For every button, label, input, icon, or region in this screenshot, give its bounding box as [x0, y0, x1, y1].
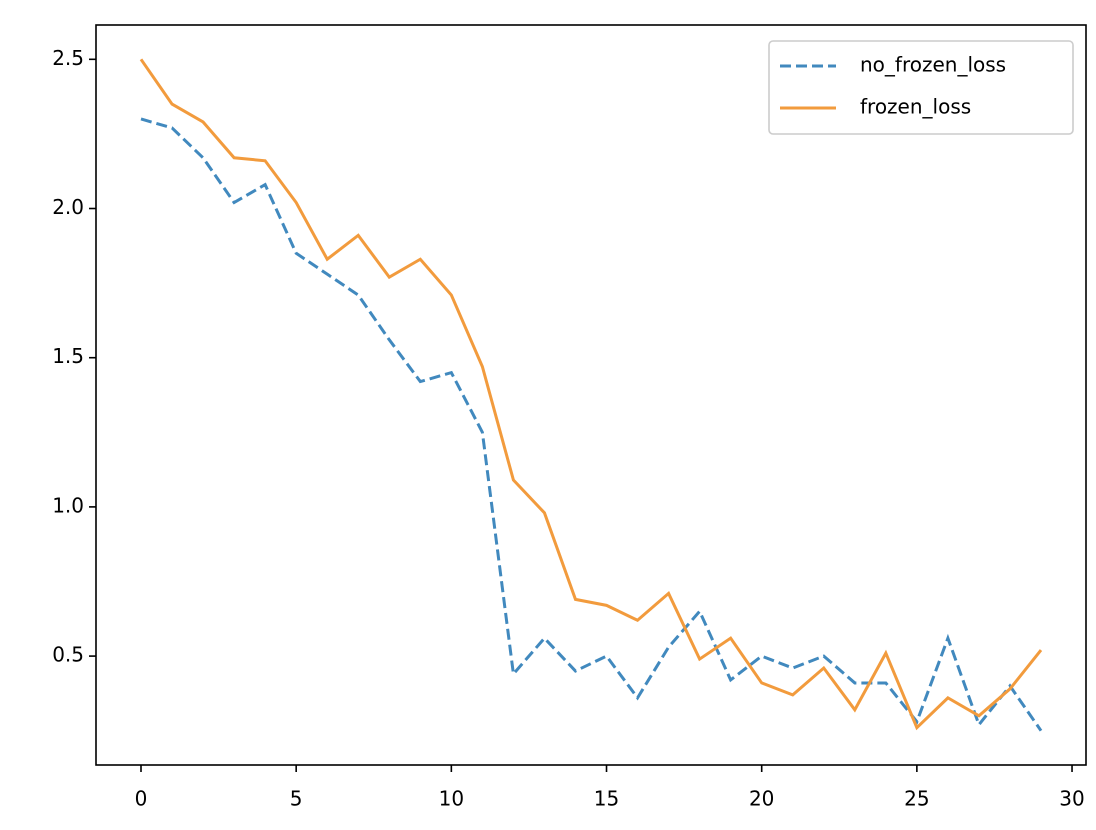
legend: no_frozen_loss frozen_loss: [768, 40, 1074, 135]
x-tick-label: 5: [290, 787, 303, 811]
y-tick-label: 1.0: [52, 493, 84, 517]
x-tick-label: 15: [594, 787, 619, 811]
legend-box: [768, 40, 1074, 135]
y-tick-label: 1.5: [52, 344, 84, 368]
plot-frame: [95, 24, 1087, 766]
y-tick-label: 0.5: [52, 643, 84, 667]
legend-label: frozen_loss: [860, 95, 971, 119]
x-tick-label: 25: [904, 787, 929, 811]
y-tick-label: 2.0: [52, 195, 84, 219]
series-line: [139, 58, 1043, 731]
series-line: [140, 117, 1043, 732]
legend-label: no_frozen_loss: [860, 53, 1006, 77]
x-tick-label: 10: [439, 787, 464, 811]
x-tick-label: 0: [135, 787, 148, 811]
x-tick-label: 30: [1059, 787, 1084, 811]
y-tick-label: 2.5: [52, 46, 84, 70]
x-tick-label: 20: [749, 787, 774, 811]
